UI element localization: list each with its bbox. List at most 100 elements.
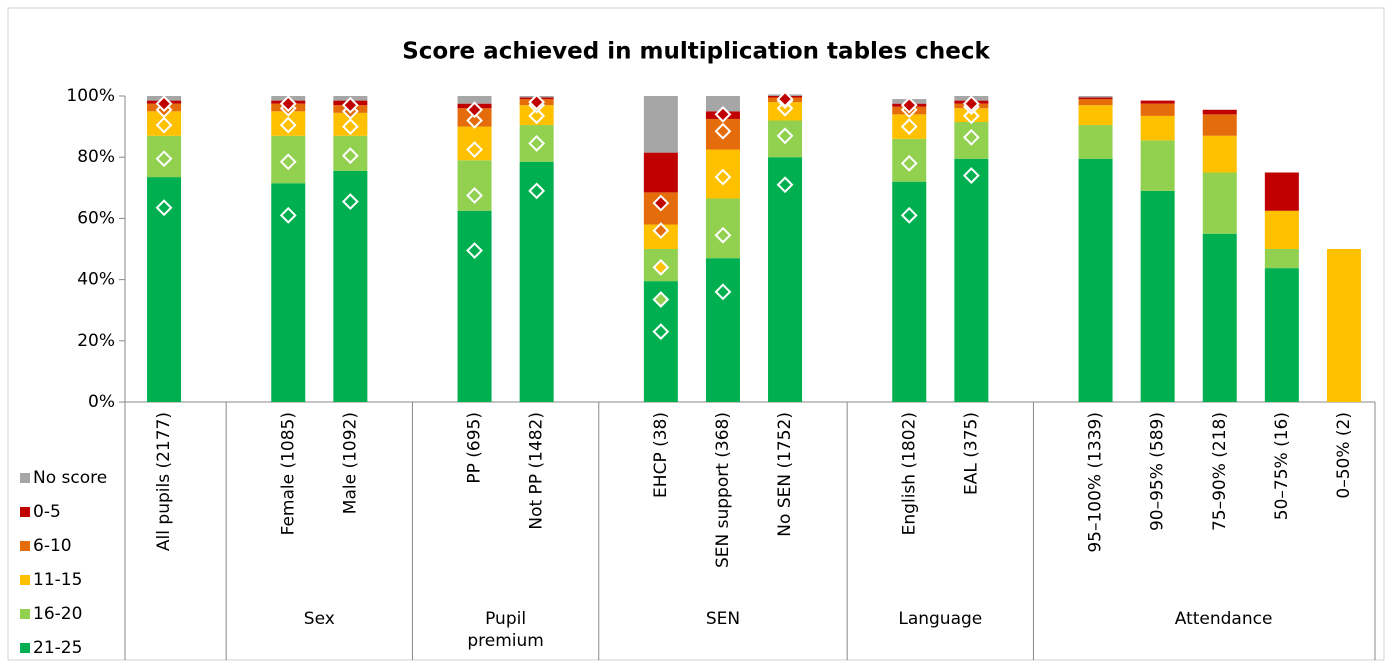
comparison-marker — [528, 93, 546, 111]
comparison-marker — [279, 153, 297, 171]
bar-segment — [1264, 172, 1299, 211]
bar-segment — [1078, 125, 1113, 159]
x-tick-label: EAL (375) — [961, 412, 981, 495]
x-tick-label: English (1802) — [899, 412, 919, 535]
x-tick-label: SEN support (368) — [713, 412, 733, 568]
bar-segment — [643, 96, 678, 153]
comparison-marker — [466, 242, 483, 259]
bar-segment — [1202, 172, 1237, 234]
x-tick-label: 95–100% (1339) — [1086, 412, 1106, 553]
comparison-marker — [652, 258, 670, 276]
x-tick-label: Not PP (1482) — [527, 412, 547, 530]
comparison-marker — [776, 90, 794, 108]
bar-segment — [1078, 96, 1113, 98]
comparison-marker — [155, 150, 173, 168]
legend-label: No score — [33, 468, 107, 488]
group-label: Attendance — [1174, 609, 1273, 629]
legend-label: 0-5 — [33, 502, 61, 522]
bar-segment — [643, 152, 678, 193]
bar-segment — [1140, 103, 1175, 116]
comparison-marker — [341, 96, 359, 114]
comparison-marker — [714, 122, 732, 140]
comparison-marker — [279, 206, 297, 224]
comparison-marker — [466, 101, 483, 119]
x-tick-label: Male (1092) — [340, 412, 360, 514]
comparison-marker — [341, 193, 359, 210]
comparison-marker — [900, 118, 918, 136]
comparison-marker — [962, 167, 980, 184]
legend-swatch — [20, 541, 30, 551]
bar-segment — [457, 96, 492, 104]
bar-segment — [768, 157, 803, 402]
x-tick-label: Female (1085) — [278, 412, 298, 535]
bar-segment — [1264, 268, 1299, 402]
bar-segment — [954, 158, 989, 402]
bar-segment — [1140, 100, 1175, 104]
group-label: Pupil premium — [467, 609, 544, 651]
comparison-marker — [900, 96, 918, 114]
comparison-marker — [155, 116, 173, 134]
x-tick-label: All pupils (2177) — [154, 412, 174, 551]
comparison-marker — [466, 141, 483, 158]
comparison-marker — [466, 112, 483, 129]
bar-segment — [457, 210, 492, 402]
legend-label: 11-15 — [33, 570, 82, 590]
bar-segment — [1202, 109, 1237, 115]
legend-swatch — [20, 575, 30, 585]
comparison-marker — [466, 187, 483, 204]
legend-label: 21-25 — [33, 638, 82, 658]
comparison-marker — [652, 222, 670, 240]
x-tick-label: No SEN (1752) — [775, 412, 795, 537]
comparison-marker — [776, 127, 794, 145]
comparison-marker — [341, 118, 359, 136]
group-label: Sex — [303, 609, 335, 629]
comparison-marker — [900, 206, 918, 224]
bar-segment — [1078, 97, 1113, 100]
x-tick-label: EHCP (38) — [651, 412, 671, 498]
x-tick-label: 50–75% (16) — [1272, 412, 1292, 520]
legend-label: 16-20 — [33, 604, 82, 624]
comparison-marker — [279, 95, 297, 113]
comparison-marker — [652, 194, 670, 212]
comparison-marker — [962, 128, 980, 146]
bar-segment — [1202, 233, 1237, 402]
legend-swatch — [20, 507, 30, 517]
comparison-marker — [155, 95, 173, 113]
comparison-marker — [962, 95, 980, 113]
bar-segment — [1264, 210, 1299, 249]
comparison-marker — [714, 168, 732, 186]
group-label: SEN — [705, 609, 741, 629]
comparison-marker — [528, 107, 546, 125]
chart-title: Score achieved in multiplication tables … — [402, 39, 990, 65]
comparison-marker — [714, 105, 732, 123]
bar-segment — [1078, 158, 1113, 402]
y-tick-label: 60% — [77, 208, 115, 228]
bar-segment — [1140, 115, 1175, 141]
x-tick-label: 75–90% (218) — [1210, 412, 1230, 531]
bar-segment — [705, 96, 740, 112]
legend-label: 6-10 — [33, 536, 72, 556]
comparison-marker — [279, 116, 297, 134]
comparison-marker — [962, 107, 980, 125]
bar-segment — [1140, 190, 1175, 402]
frame — [7, 7, 1385, 661]
y-tick-label: 100% — [66, 86, 115, 106]
legend-swatch — [20, 643, 30, 653]
bar-segment — [705, 258, 740, 402]
legend-swatch — [20, 609, 30, 619]
comparison-marker — [155, 199, 173, 217]
x-tick-label: PP (695) — [465, 412, 485, 484]
comparison-marker — [652, 291, 670, 308]
bar-segment — [1078, 99, 1113, 106]
bar-segment — [1264, 249, 1299, 269]
x-tick-label: 0–50% (2) — [1334, 412, 1354, 499]
y-tick-label: 20% — [77, 331, 115, 351]
comparison-marker — [341, 147, 359, 165]
comparison-marker — [528, 135, 546, 152]
bar-segment — [1202, 135, 1237, 173]
comparison-marker — [900, 154, 918, 172]
bar-segment — [519, 161, 554, 402]
x-tick-label: 90–95% (589) — [1148, 412, 1168, 531]
